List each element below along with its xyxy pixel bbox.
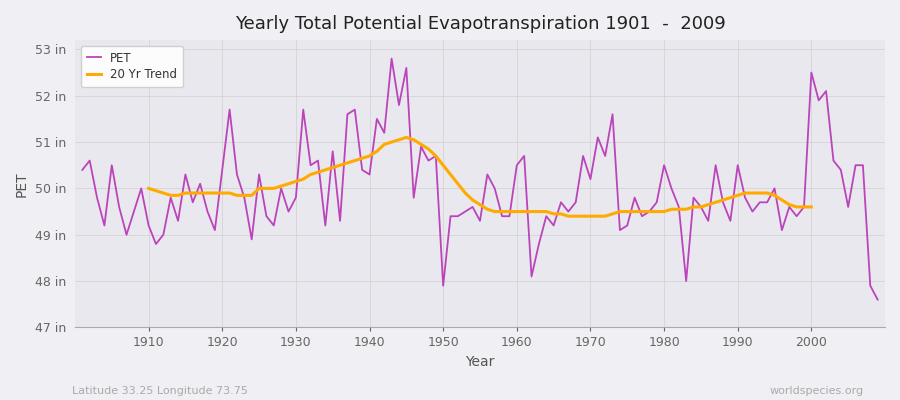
20 Yr Trend [798,204,809,209]
PET [511,163,522,168]
PET [298,107,309,112]
PET [136,186,147,191]
Text: worldspecies.org: worldspecies.org [770,386,864,396]
PET [608,112,618,117]
Line: 20 Yr Trend: 20 Yr Trend [148,138,812,216]
20 Yr Trend [224,191,235,196]
Title: Yearly Total Potential Evapotranspiration 1901  -  2009: Yearly Total Potential Evapotranspiratio… [235,15,725,33]
Text: Latitude 33.25 Longitude 73.75: Latitude 33.25 Longitude 73.75 [72,386,248,396]
20 Yr Trend [143,186,154,191]
20 Yr Trend [534,209,544,214]
PET [342,112,353,117]
PET [76,168,87,172]
X-axis label: Year: Year [465,355,495,369]
20 Yr Trend [717,198,728,202]
Y-axis label: PET: PET [15,171,29,196]
PET [518,154,529,158]
PET [872,297,883,302]
PET [386,56,397,61]
Legend: PET, 20 Yr Trend: PET, 20 Yr Trend [81,46,184,87]
20 Yr Trend [298,177,309,182]
20 Yr Trend [562,214,573,219]
20 Yr Trend [806,204,817,209]
Line: PET: PET [82,59,878,300]
20 Yr Trend [312,170,323,174]
20 Yr Trend [400,135,411,140]
